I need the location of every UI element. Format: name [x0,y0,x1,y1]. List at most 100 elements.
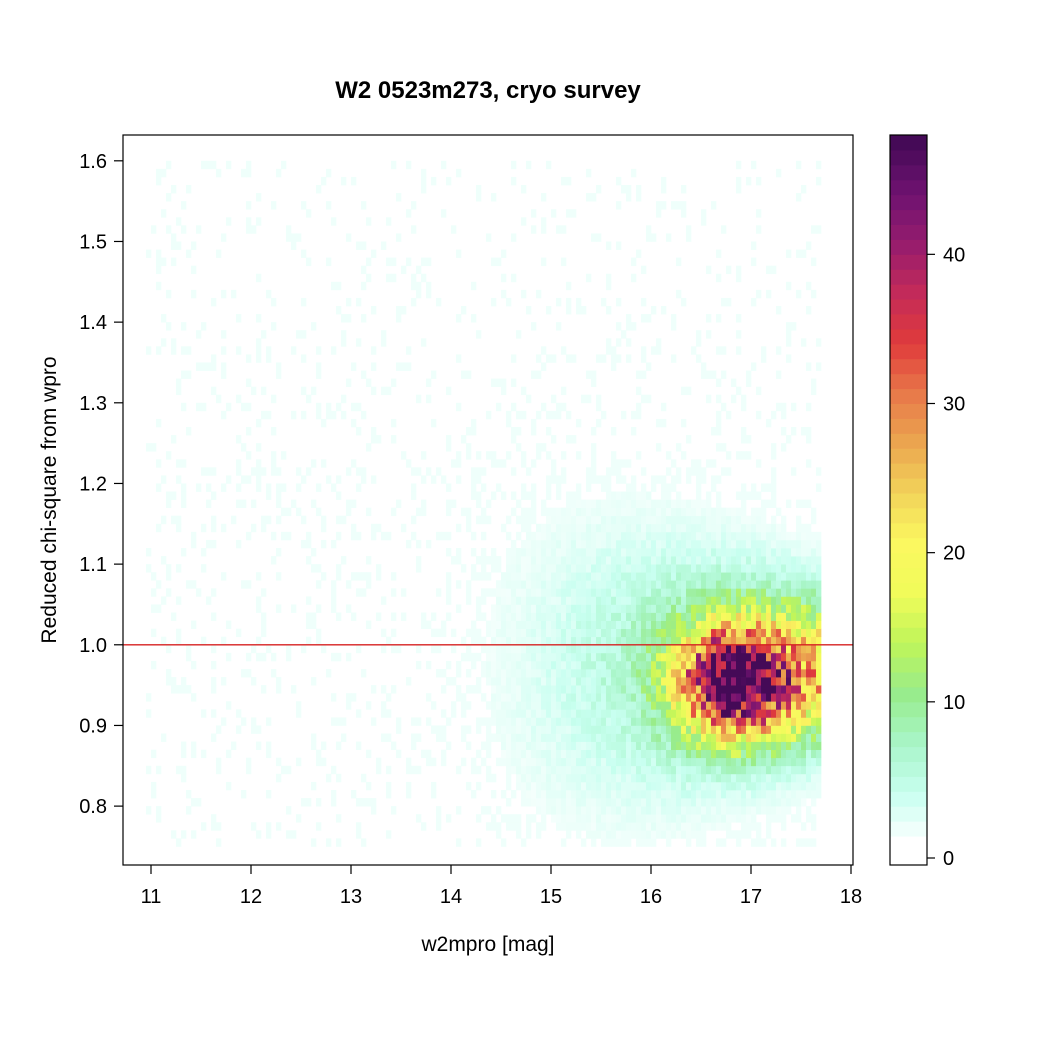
heatmap-cell [786,580,792,589]
heatmap-cell [656,773,662,783]
heatmap-cell [721,612,727,621]
heatmap-cell [526,733,532,742]
heatmap-cell [536,556,542,565]
heatmap-cell [331,596,337,605]
heatmap-cell [681,547,687,557]
heatmap-cell [536,604,542,613]
heatmap-cell [596,354,602,363]
heatmap-cell [421,749,427,759]
heatmap-cell [151,225,157,234]
heatmap-cell [376,612,382,621]
heatmap-cell [506,515,512,525]
heatmap-cell [811,652,817,662]
colorbar-segment [890,135,927,151]
heatmap-cell [386,386,392,396]
heatmap-cell [706,394,712,404]
heatmap-cell [641,394,647,404]
heatmap-cell [701,507,707,517]
heatmap-cell [816,757,822,767]
heatmap-cell [146,765,152,775]
heatmap-cell [786,620,792,630]
heatmap-cell [436,814,442,823]
heatmap-cell [686,668,692,678]
heatmap-cell [771,701,777,710]
heatmap-cell [486,233,492,242]
heatmap-cell [666,830,672,839]
heatmap-cell [671,789,677,799]
heatmap-cell [676,660,682,670]
heatmap-cell [511,733,517,742]
heatmap-cell [626,652,632,662]
heatmap-cell [171,491,177,500]
heatmap-cell [791,677,797,686]
heatmap-cell [691,757,697,767]
heatmap-cell [241,475,247,484]
heatmap-cell [616,717,622,726]
heatmap-cell [501,693,507,702]
heatmap-cell [566,354,572,363]
heatmap-cell [661,564,667,573]
heatmap-cell [601,798,607,807]
heatmap-cell [681,499,687,509]
heatmap-cell [316,362,322,371]
heatmap-cell [191,830,197,839]
heatmap-cell [691,636,697,646]
heatmap-cell [516,693,522,702]
heatmap-cell [461,564,467,573]
heatmap-cell [681,814,687,823]
heatmap-cell [746,668,752,678]
heatmap-cell [441,685,447,694]
heatmap-cell [806,644,812,654]
heatmap-cell [641,806,647,815]
heatmap-cell [641,830,647,839]
heatmap-cell [646,709,652,718]
heatmap-cell [781,547,787,557]
heatmap-cell [551,773,557,783]
heatmap-cell [776,402,782,412]
heatmap-cell [711,427,717,436]
heatmap-cell [526,306,532,315]
heatmap-cell [636,410,642,420]
heatmap-cell [801,572,807,581]
heatmap-cell [621,588,627,597]
heatmap-cell [161,556,167,565]
heatmap-cell [766,693,772,702]
heatmap-cell [701,652,707,662]
heatmap-cell [736,564,742,573]
heatmap-cell [601,354,607,363]
heatmap-cell [291,604,297,613]
heatmap-cell [216,249,222,258]
heatmap-cell [596,556,602,565]
heatmap-cell [521,217,527,226]
heatmap-cell [701,806,707,815]
heatmap-cell [811,733,817,742]
heatmap-cell [781,620,787,630]
heatmap-cell [471,281,477,291]
heatmap-cell [776,789,782,799]
heatmap-cell [666,693,672,702]
heatmap-cell [371,386,377,396]
heatmap-cell [531,733,537,742]
heatmap-cell [806,556,812,565]
heatmap-cell [771,596,777,605]
heatmap-cell [646,781,652,791]
heatmap-cell [691,814,697,823]
heatmap-cell [786,798,792,807]
heatmap-cell [626,822,632,831]
heatmap-cell [706,459,712,468]
heatmap-cell [336,572,342,581]
heatmap-cell [631,556,637,565]
heatmap-cell [781,402,787,412]
heatmap-cell [431,701,437,710]
heatmap-cell [571,701,577,710]
heatmap-cell [651,725,657,734]
heatmap-cell [531,539,537,549]
heatmap-cell [636,386,642,396]
heatmap-cell [601,822,607,831]
heatmap-cell [611,467,617,476]
heatmap-cell [706,564,712,573]
heatmap-cell [351,523,357,533]
heatmap-cell [646,725,652,734]
heatmap-cell [531,636,537,646]
heatmap-cell [341,410,347,420]
